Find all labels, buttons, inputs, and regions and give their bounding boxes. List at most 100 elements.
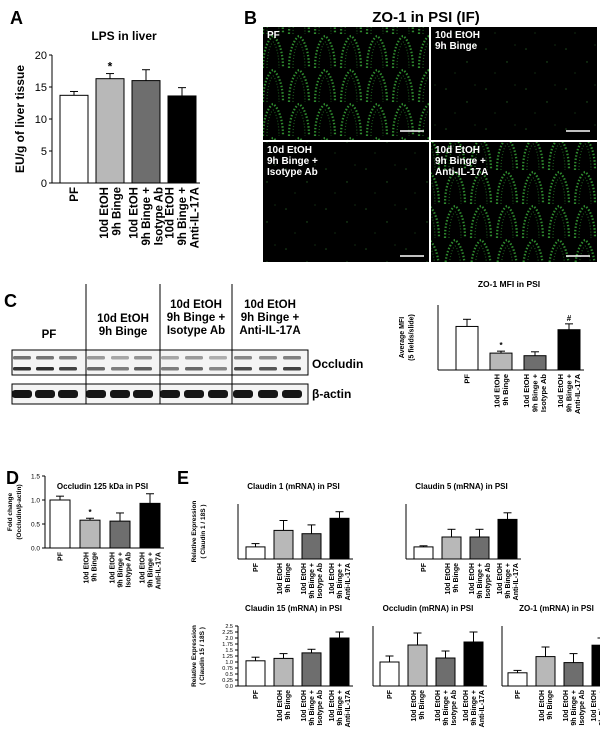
x-category-label: 9h Binge + bbox=[571, 690, 578, 726]
bar bbox=[245, 660, 266, 687]
blot-band bbox=[111, 356, 129, 360]
blot-band bbox=[283, 356, 301, 360]
chart-title: ZO-1 MFI in PSI bbox=[478, 279, 540, 289]
blot-band bbox=[161, 356, 179, 360]
y-axis-label: (5 fields/slide) bbox=[409, 314, 416, 361]
if-image-label: 10d EtOH bbox=[267, 145, 312, 156]
blot-band bbox=[134, 367, 152, 371]
bar bbox=[109, 520, 131, 549]
if-image-label: 9h Binge + bbox=[267, 156, 318, 167]
blot-band bbox=[59, 356, 77, 360]
if-image-label: 9h Binge bbox=[435, 41, 478, 52]
blot-band bbox=[86, 390, 106, 398]
x-category-label: 10d EtOH bbox=[497, 563, 504, 595]
band-label-occludin: Occludin bbox=[312, 357, 363, 371]
x-category-label: Anti-IL-17A bbox=[345, 690, 352, 727]
chart-b-mfi: ZO-1 MFI in PSI Average MFI (5 fields/slid… bbox=[399, 279, 584, 414]
y-tick-label: 0.75 bbox=[222, 666, 233, 672]
x-category-label: PF bbox=[253, 562, 260, 572]
bar bbox=[49, 499, 71, 549]
y-tick-label: 1.5 bbox=[31, 473, 40, 480]
bar bbox=[139, 502, 161, 549]
blot-lane-group-label: 10d EtOH bbox=[170, 299, 222, 311]
if-image-label: Isotype Ab bbox=[267, 167, 318, 178]
bar bbox=[455, 325, 479, 371]
blot-lane-group-label: 10d EtOH bbox=[244, 299, 296, 311]
panel-letter-d: D bbox=[6, 468, 19, 488]
blot-lane-group-label: 9h Binge + bbox=[167, 312, 226, 324]
bar bbox=[273, 657, 294, 687]
x-category-label: 9h Binge + bbox=[531, 373, 540, 412]
x-category-label: 10d EtOH bbox=[469, 563, 476, 595]
blot-lane-group-label: Isotype Ab bbox=[167, 325, 225, 337]
x-category-label: PF bbox=[57, 551, 64, 561]
x-category-label: 10d EtOH bbox=[411, 690, 418, 722]
blot-band bbox=[184, 390, 204, 398]
chart-title: Claudin 15 (mRNA) in PSI bbox=[245, 604, 342, 613]
if-image-label: Anti-IL-17A bbox=[435, 167, 488, 178]
bar bbox=[435, 657, 456, 687]
x-category-label: PF bbox=[69, 187, 81, 202]
y-tick-label: 0 bbox=[41, 178, 47, 190]
x-category-label: 10d EtOH bbox=[129, 187, 141, 239]
if-image-label: PF bbox=[267, 30, 280, 41]
blot-band bbox=[36, 356, 54, 360]
blot-lane-group-label: Anti-IL-17A bbox=[239, 325, 300, 337]
bar bbox=[95, 78, 125, 184]
blot-band bbox=[234, 356, 252, 360]
bar bbox=[413, 546, 434, 560]
x-category-label: 9h Binge + bbox=[565, 373, 574, 412]
x-category-label: 10d EtOH bbox=[165, 187, 177, 239]
y-tick-label: 0.0 bbox=[31, 545, 40, 552]
significance-mark: # bbox=[567, 314, 572, 323]
bar bbox=[167, 95, 197, 184]
bar bbox=[131, 80, 161, 184]
x-category-label: 10d EtOH bbox=[563, 690, 570, 722]
bar bbox=[301, 652, 322, 687]
blot-band bbox=[185, 356, 203, 360]
bar bbox=[273, 529, 294, 560]
x-category-label: 9h Binge + bbox=[337, 563, 344, 599]
x-category-label: 10d EtOH bbox=[492, 374, 501, 408]
chart-e1: Claudin 1 (mRNA) in PSI Relative Expressi… bbox=[191, 482, 353, 600]
blot-band bbox=[87, 356, 105, 360]
x-category-label: 9h Binge + bbox=[117, 552, 124, 588]
x-category-label: 9h Binge + bbox=[477, 563, 484, 599]
bar bbox=[301, 533, 322, 560]
y-tick-label: 2.5 bbox=[225, 624, 233, 630]
x-category-label: 10d EtOH bbox=[435, 690, 442, 722]
significance-mark: * bbox=[499, 341, 503, 350]
chart-title: Occludin (mRNA) in PSI bbox=[383, 604, 474, 613]
blot-band bbox=[13, 367, 31, 371]
blot-lane-group-label: PF bbox=[42, 329, 57, 341]
y-tick-label: 2.25 bbox=[222, 630, 233, 636]
y-tick-label: 5 bbox=[41, 146, 47, 158]
blot-band bbox=[259, 356, 277, 360]
x-category-label: 9h Binge + bbox=[177, 187, 189, 246]
blot-band bbox=[259, 367, 277, 371]
bar bbox=[489, 352, 513, 371]
x-category-label: PF bbox=[253, 689, 260, 699]
x-category-label: 10d EtOH bbox=[329, 563, 336, 595]
significance-mark: * bbox=[108, 60, 113, 74]
x-category-label: Isotype Ab bbox=[539, 374, 548, 412]
x-category-label: 10d EtOH bbox=[277, 563, 284, 595]
y-axis-label: Relative Expression bbox=[191, 625, 198, 687]
chart-e3: Claudin 15 (mRNA) in PSI0.00.250.50.751.… bbox=[191, 604, 353, 727]
x-category-label: 9h Binge bbox=[91, 552, 98, 582]
y-axis-label: Average MFI bbox=[399, 317, 406, 358]
x-category-label: Isotype Ab bbox=[579, 690, 586, 726]
x-category-label: 10d EtOH bbox=[556, 374, 565, 408]
band-label-beta-actin: β-actin bbox=[312, 387, 351, 401]
blot-band bbox=[58, 390, 78, 398]
if-image-label: 10d EtOH bbox=[435, 145, 480, 156]
y-tick-label: 0.5 bbox=[31, 521, 40, 528]
x-category-label: 10d EtOH bbox=[591, 690, 598, 722]
blot-band bbox=[12, 390, 32, 398]
chart-a: LPS in liver 0 5 10 15 20 EU/g of liver tissue… bbox=[13, 29, 202, 248]
x-category-label: 10d EtOH bbox=[99, 187, 111, 239]
blot-lane-group-label: 10d EtOH bbox=[97, 313, 149, 325]
